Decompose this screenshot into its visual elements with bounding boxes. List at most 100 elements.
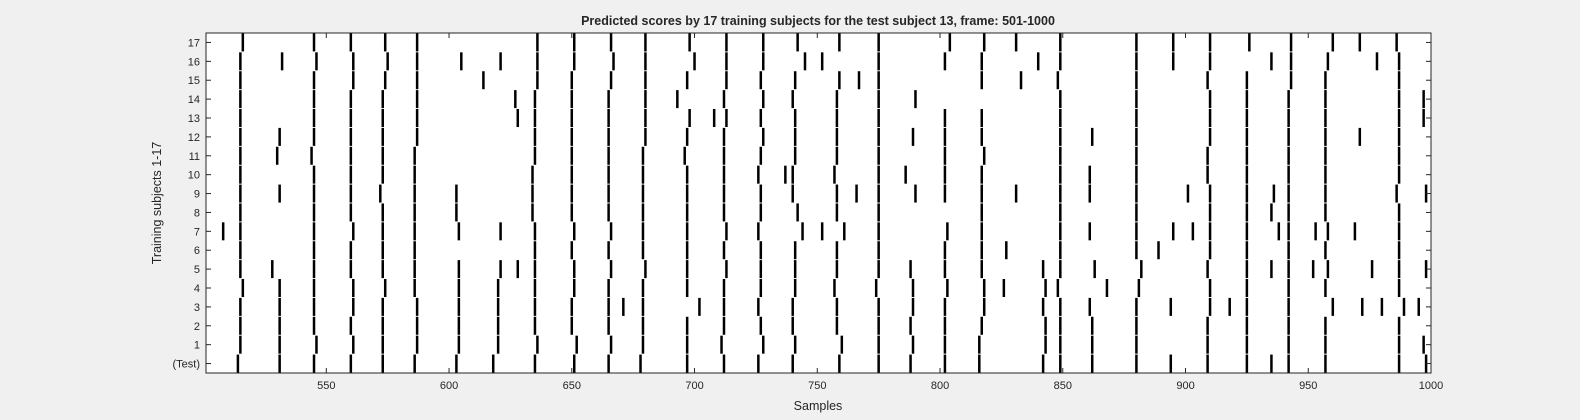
event-mark-row-5-12	[644, 260, 647, 279]
event-mark-row-14-13	[791, 90, 794, 109]
event-mark-row-10-19	[1059, 165, 1062, 184]
event-mark-row-10-15	[877, 165, 880, 184]
event-mark-row-10-16	[904, 165, 907, 184]
event-mark-row-12-25	[1324, 127, 1327, 146]
event-mark-row-11-9	[641, 146, 645, 165]
event-mark-row-1-18	[911, 335, 915, 354]
event-mark-row-5-9	[533, 260, 537, 279]
event-mark-row-9-1	[278, 184, 281, 203]
event-mark-row-11-17	[982, 146, 986, 165]
event-mark-row-17-7	[609, 33, 613, 52]
event-mark-row-5-26	[1206, 260, 1209, 279]
event-mark-row-14-4	[415, 90, 419, 109]
event-mark-row-12-18	[980, 127, 983, 146]
event-mark-row-8-0	[239, 203, 242, 222]
event-mark-row-test-26	[1206, 354, 1209, 373]
event-mark-row-4-10	[607, 279, 610, 297]
event-mark-row-2-19	[943, 316, 947, 335]
event-mark-row-3-18	[877, 297, 880, 316]
x-tick-label-900: 900	[1176, 380, 1194, 392]
event-mark-row-8-15	[877, 203, 880, 222]
x-tick-label-950: 950	[1299, 380, 1317, 392]
event-mark-row-16-13	[725, 52, 728, 71]
event-mark-row-test-7	[491, 354, 495, 373]
event-mark-row-8-20	[1245, 203, 1249, 222]
event-mark-row-16-6	[460, 52, 463, 71]
event-mark-row-9-26	[1208, 184, 1212, 203]
event-mark-row-10-7	[607, 165, 610, 184]
y-tick-label-4: 4	[194, 283, 200, 295]
event-mark-row-test-15	[791, 354, 794, 373]
event-mark-row-6-23	[1287, 241, 1290, 260]
event-mark-row-16-2	[315, 52, 318, 71]
event-mark-row-3-21	[982, 297, 986, 316]
event-mark-row-15-8	[609, 71, 613, 90]
event-mark-row-13-21	[1208, 109, 1212, 127]
event-mark-row-5-24	[1093, 260, 1096, 279]
event-mark-row-5-16	[793, 260, 797, 279]
event-mark-row-8-6	[531, 203, 534, 222]
event-mark-row-6-6	[570, 241, 574, 260]
event-mark-row-11-23	[1324, 146, 1327, 165]
event-mark-row-15-13	[793, 71, 797, 90]
event-mark-row-16-16	[820, 52, 824, 71]
event-mark-row-2-7	[496, 316, 500, 335]
event-mark-row-test-29	[1287, 354, 1290, 373]
event-mark-row-9-30	[1324, 184, 1327, 203]
event-mark-row-14-3	[381, 90, 384, 109]
event-mark-row-7-0	[221, 222, 225, 241]
event-mark-row-17-22	[1248, 33, 1251, 52]
event-mark-row-5-27	[1245, 260, 1249, 279]
event-mark-row-14-24	[1422, 90, 1425, 109]
event-mark-row-2-2	[312, 316, 316, 335]
event-mark-row-3-19	[911, 297, 915, 316]
event-mark-row-12-4	[381, 127, 384, 146]
event-mark-row-14-22	[1324, 90, 1327, 109]
event-mark-row-3-5	[415, 297, 419, 316]
event-mark-row-3-23	[1059, 297, 1062, 316]
event-mark-row-1-30	[1422, 335, 1425, 354]
event-mark-row-12-1	[278, 127, 281, 146]
event-mark-row-15-5	[482, 71, 485, 90]
event-mark-row-7-23	[1135, 222, 1138, 241]
event-mark-row-3-13	[698, 297, 701, 316]
event-mark-row-17-26	[1395, 33, 1398, 52]
event-mark-row-test-12	[685, 354, 689, 373]
event-mark-row-9-31	[1395, 184, 1398, 203]
y-tick-label-1: 1	[194, 340, 200, 352]
event-mark-row-1-12	[685, 335, 689, 354]
event-mark-row-14-16	[914, 90, 917, 109]
event-mark-row-7-18	[877, 222, 880, 241]
event-mark-row-9-3	[349, 184, 353, 203]
event-mark-row-5-15	[759, 260, 763, 279]
event-mark-row-11-18	[1059, 146, 1062, 165]
event-mark-row-10-4	[413, 165, 416, 184]
event-mark-row-1-29	[1397, 335, 1401, 354]
event-mark-row-10-10	[722, 165, 726, 184]
event-mark-row-test-5	[413, 354, 416, 373]
event-mark-row-15-10	[685, 71, 689, 90]
event-mark-row-13-13	[759, 109, 763, 127]
event-mark-row-4-3	[352, 279, 355, 297]
event-mark-row-7-6	[457, 222, 461, 241]
event-mark-row-10-8	[641, 165, 645, 184]
event-mark-row-15-20	[1135, 71, 1138, 90]
event-mark-row-2-0	[239, 316, 242, 335]
event-mark-row-2-29	[1397, 316, 1401, 335]
event-mark-row-6-8	[641, 241, 645, 260]
event-mark-row-15-16	[877, 71, 880, 90]
event-mark-row-3-31	[1331, 297, 1335, 316]
event-mark-row-9-7	[531, 184, 534, 203]
y-tick-label-11: 11	[189, 151, 200, 163]
x-tick-label-800: 800	[931, 380, 949, 392]
event-mark-row-14-20	[1245, 90, 1249, 109]
event-mark-row-4-8	[533, 279, 537, 297]
event-mark-row-test-8	[533, 354, 537, 373]
event-mark-row-17-0	[241, 33, 245, 52]
event-mark-row-12-26	[1358, 127, 1362, 146]
event-mark-row-3-22	[1041, 297, 1045, 316]
event-mark-row-7-22	[1088, 222, 1092, 241]
event-mark-row-3-26	[1169, 297, 1173, 316]
event-mark-row-9-16	[855, 184, 858, 203]
event-mark-row-1-1	[278, 335, 281, 354]
